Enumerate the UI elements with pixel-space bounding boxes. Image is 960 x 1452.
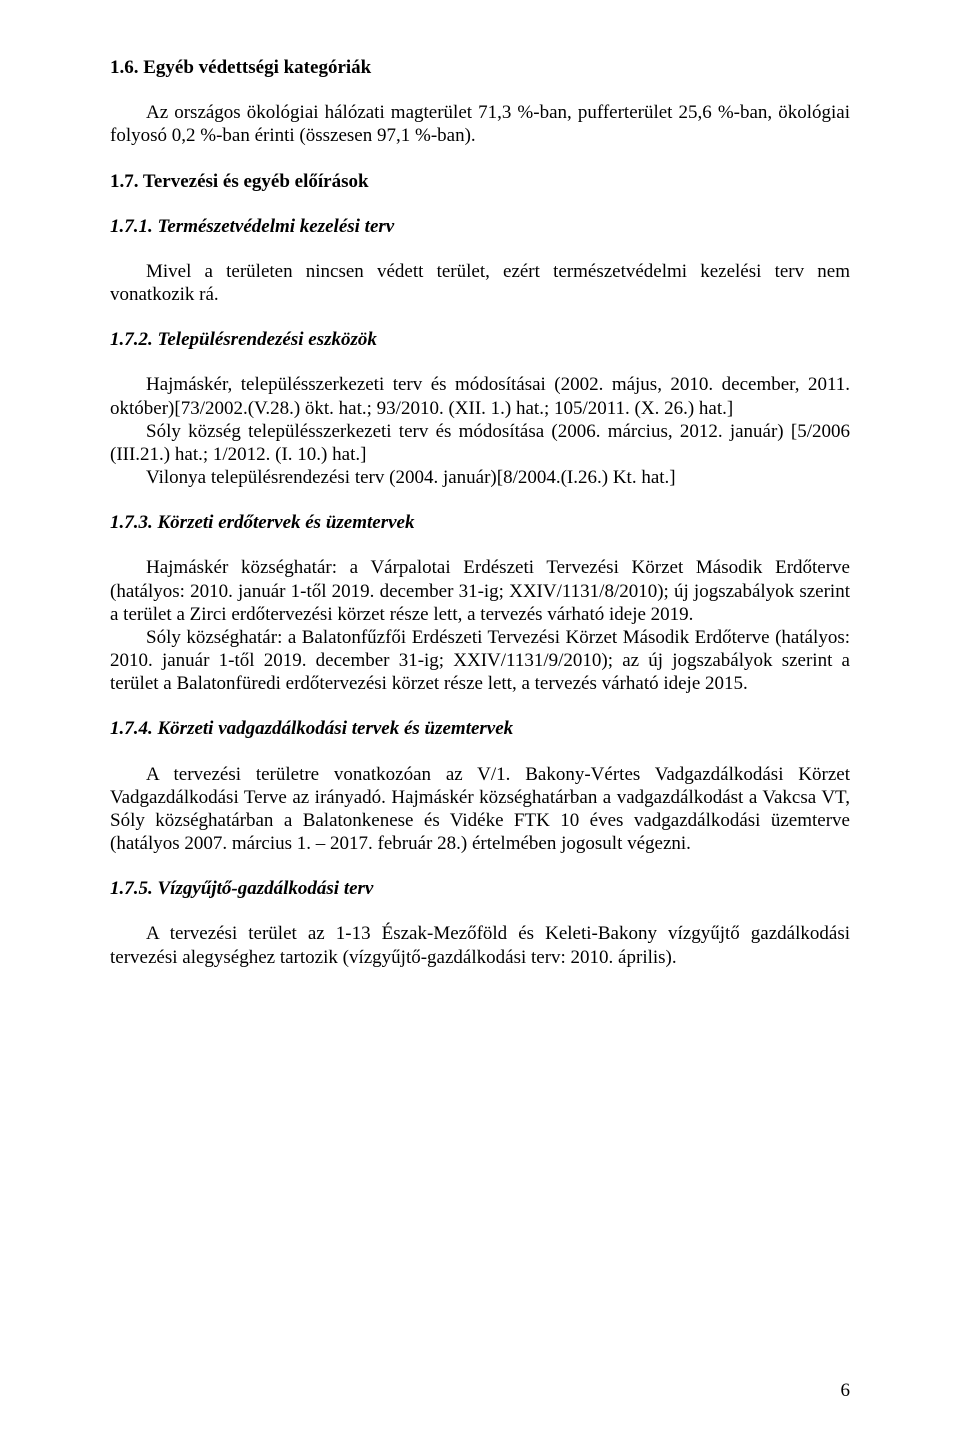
section-1-7-title: 1.7. Tervezési és egyéb előírások — [110, 170, 850, 193]
section-1-7-1-para: Mivel a területen nincsen védett terület… — [110, 260, 850, 306]
section-1-7-3-title: 1.7.3. Körzeti erdőtervek és üzemtervek — [110, 511, 850, 534]
section-1-7-2-block: Hajmáskér, településszerkezeti terv és m… — [110, 373, 850, 489]
section-1-7-3-block: Hajmáskér községhatár: a Várpalotai Erdé… — [110, 556, 850, 695]
section-1-7-1-title: 1.7.1. Természetvédelmi kezelési terv — [110, 215, 850, 238]
section-1-7-4-title: 1.7.4. Körzeti vadgazdálkodási tervek és… — [110, 717, 850, 740]
section-1-7-2-p3: Vilonya településrendezési terv (2004. j… — [110, 466, 850, 489]
section-1-7-2-title: 1.7.2. Településrendezési eszközök — [110, 328, 850, 351]
section-1-7-2-p1: Hajmáskér, településszerkezeti terv és m… — [110, 373, 850, 419]
section-1-7-3-p1: Hajmáskér községhatár: a Várpalotai Erdé… — [110, 556, 850, 626]
page-number: 6 — [841, 1379, 851, 1402]
section-1-7-3-p2: Sóly községhatár: a Balatonfűzfői Erdész… — [110, 626, 850, 696]
section-1-7-5-para: A tervezési terület az 1-13 Észak-Mezőfö… — [110, 922, 850, 968]
section-1-6-title: 1.6. Egyéb védettségi kategóriák — [110, 56, 850, 79]
section-1-7-5-title: 1.7.5. Vízgyűjtő-gazdálkodási terv — [110, 877, 850, 900]
section-1-7-2-p2: Sóly község településszerkezeti terv és … — [110, 420, 850, 466]
document-page: 1.6. Egyéb védettségi kategóriák Az orsz… — [0, 0, 960, 1452]
section-1-6-para: Az országos ökológiai hálózati magterüle… — [110, 101, 850, 147]
section-1-7-4-para: A tervezési területre vonatkozóan az V/1… — [110, 763, 850, 856]
